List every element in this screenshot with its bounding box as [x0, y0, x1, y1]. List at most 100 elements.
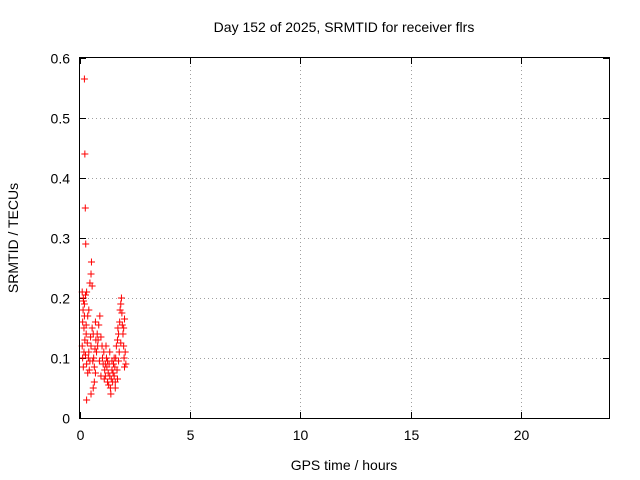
chart-title: Day 152 of 2025, SRMTID for receiver flr… [214, 19, 475, 35]
data-point [89, 384, 97, 392]
data-point [121, 363, 129, 371]
data-point [120, 342, 128, 350]
y-tick-label: 0.2 [51, 291, 71, 307]
data-point [94, 336, 102, 344]
data-point [81, 150, 89, 158]
data-point [90, 363, 98, 371]
data-point [85, 348, 93, 356]
data-point [117, 294, 125, 302]
data-point [87, 258, 95, 266]
data-point [90, 378, 98, 386]
data-point [95, 357, 103, 365]
x-tick-label: 15 [404, 427, 420, 443]
data-point [82, 240, 90, 248]
data-point [80, 75, 88, 83]
x-axis-label: GPS time / hours [291, 457, 398, 473]
data-point [91, 369, 99, 377]
y-tick-label: 0.5 [51, 111, 71, 127]
data-point [111, 384, 119, 392]
data-point [110, 372, 118, 380]
data-point [118, 309, 126, 317]
grid-lines [80, 58, 609, 418]
data-point [90, 354, 98, 362]
data-point [100, 375, 108, 383]
data-point [110, 354, 118, 362]
data-point [84, 369, 92, 377]
data-point [85, 366, 93, 374]
data-point [87, 342, 95, 350]
y-tick-label: 0 [62, 411, 70, 427]
data-point [83, 396, 91, 404]
data-point [102, 342, 110, 350]
y-tick-labels: 0 0.1 0.2 0.3 0.4 0.5 0.6 [51, 51, 71, 427]
data-point [82, 321, 90, 329]
data-point [102, 354, 110, 362]
y-axis-label: SRMTID / TECUs [5, 183, 21, 293]
data-point [83, 360, 91, 368]
data-point [109, 369, 117, 377]
data-point [100, 348, 108, 356]
x-tick-label: 0 [77, 427, 85, 443]
x-tick-labels: 0 5 10 15 20 [77, 427, 530, 443]
data-point [91, 318, 99, 326]
y-tick-label: 0.4 [51, 171, 71, 187]
y-tick-label: 0.1 [51, 351, 71, 367]
data-point [81, 204, 89, 212]
data-point [87, 390, 95, 398]
x-tick-label: 10 [293, 427, 309, 443]
data-point [97, 372, 105, 380]
data-point [79, 306, 87, 314]
data-point [106, 348, 114, 356]
y-tick-label: 0.3 [51, 231, 71, 247]
data-point [120, 324, 128, 332]
data-point [115, 348, 123, 356]
data-point [91, 345, 99, 353]
data-point [82, 351, 90, 359]
data-point [80, 312, 88, 320]
data-point [115, 357, 123, 365]
data-point [89, 357, 97, 365]
data-point [82, 291, 90, 299]
data-point [117, 339, 125, 347]
data-point [101, 360, 109, 368]
data-point [80, 300, 88, 308]
data-point [118, 321, 126, 329]
data-point [113, 375, 121, 383]
data-point [113, 366, 121, 374]
data-point [79, 318, 87, 326]
data-points [78, 75, 130, 404]
data-point [116, 306, 124, 314]
x-tick-label: 5 [187, 427, 195, 443]
data-point [117, 300, 125, 308]
data-point [83, 339, 91, 347]
data-point [87, 270, 95, 278]
data-point [82, 330, 90, 338]
data-point [87, 333, 95, 341]
data-point [88, 324, 96, 332]
data-point [107, 375, 115, 383]
data-point [110, 360, 118, 368]
y-tick-label: 0.6 [51, 51, 71, 67]
data-point [113, 336, 121, 344]
data-point [93, 348, 101, 356]
data-point [122, 360, 130, 368]
data-point [105, 381, 113, 389]
data-point [120, 354, 128, 362]
data-point [95, 321, 103, 329]
data-point [80, 297, 88, 305]
data-point [79, 363, 87, 371]
x-tick-label: 20 [514, 427, 530, 443]
data-point [93, 330, 101, 338]
data-point [112, 342, 120, 350]
data-point [88, 282, 96, 290]
data-point [121, 348, 129, 356]
data-point [83, 288, 91, 296]
data-point [96, 312, 104, 320]
axis-ticks [80, 58, 609, 419]
plot-frame [79, 57, 610, 419]
data-point [97, 333, 105, 341]
data-point [119, 330, 127, 338]
data-point [107, 390, 115, 398]
data-point [121, 315, 129, 323]
